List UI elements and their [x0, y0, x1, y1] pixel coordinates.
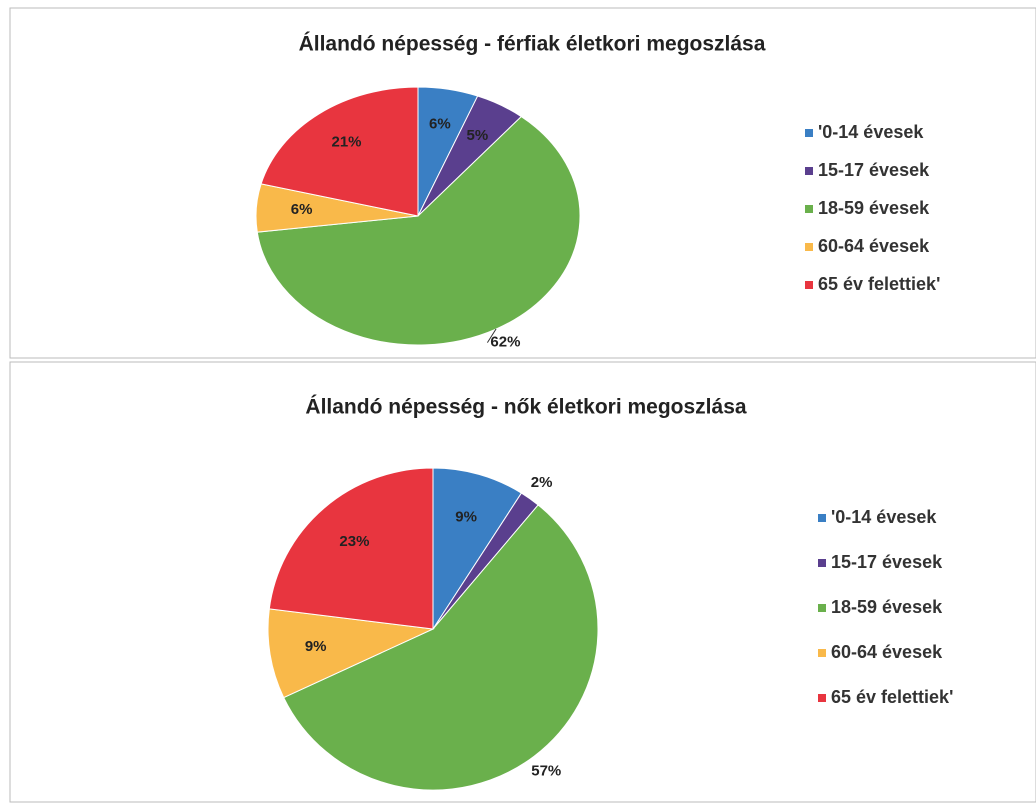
data-label: 6% [429, 116, 451, 133]
data-label: 6% [291, 201, 313, 218]
legend-label: 18-59 évesek [818, 198, 930, 218]
pie-slice [267, 608, 435, 699]
legend-label: 65 év felettiek' [831, 687, 953, 707]
legend-swatch [805, 243, 813, 251]
data-label: 9% [455, 509, 477, 526]
data-label: 9% [305, 638, 327, 655]
legend-swatch [818, 514, 826, 522]
data-label: 5% [467, 127, 489, 144]
legend-swatch [818, 559, 826, 567]
leader-line [486, 328, 497, 343]
legend-swatch [805, 205, 813, 213]
legend-swatch [805, 281, 813, 289]
legend-swatch [818, 604, 826, 612]
legend-label: 15-17 évesek [818, 160, 930, 180]
data-label: 2% [531, 474, 553, 491]
legend-swatch [805, 129, 813, 137]
data-label: 62% [490, 334, 520, 351]
pie-slice [268, 467, 434, 630]
pie-slice [283, 504, 599, 791]
chart-title: Állandó népesség - férfiak életkori mego… [299, 33, 766, 56]
legend-swatch [818, 694, 826, 702]
pie-slice [432, 467, 523, 631]
legend-label: 60-64 évesek [831, 642, 943, 662]
data-label: 23% [339, 533, 369, 550]
data-label: 57% [531, 762, 561, 779]
legend-label: 60-64 évesek [818, 236, 930, 256]
legend-label: 15-17 évesek [831, 552, 943, 572]
data-label: 21% [331, 134, 361, 151]
chart-title: Állandó népesség - nők életkori megoszlá… [305, 396, 746, 419]
legend-swatch [805, 167, 813, 175]
legend-swatch [818, 649, 826, 657]
pie-slice [260, 86, 419, 217]
legend-label: 65 év felettiek' [818, 274, 940, 294]
legend-label: 18-59 évesek [831, 597, 943, 617]
legend-label: '0-14 évesek [818, 122, 924, 142]
legend-label: '0-14 évesek [831, 507, 937, 527]
